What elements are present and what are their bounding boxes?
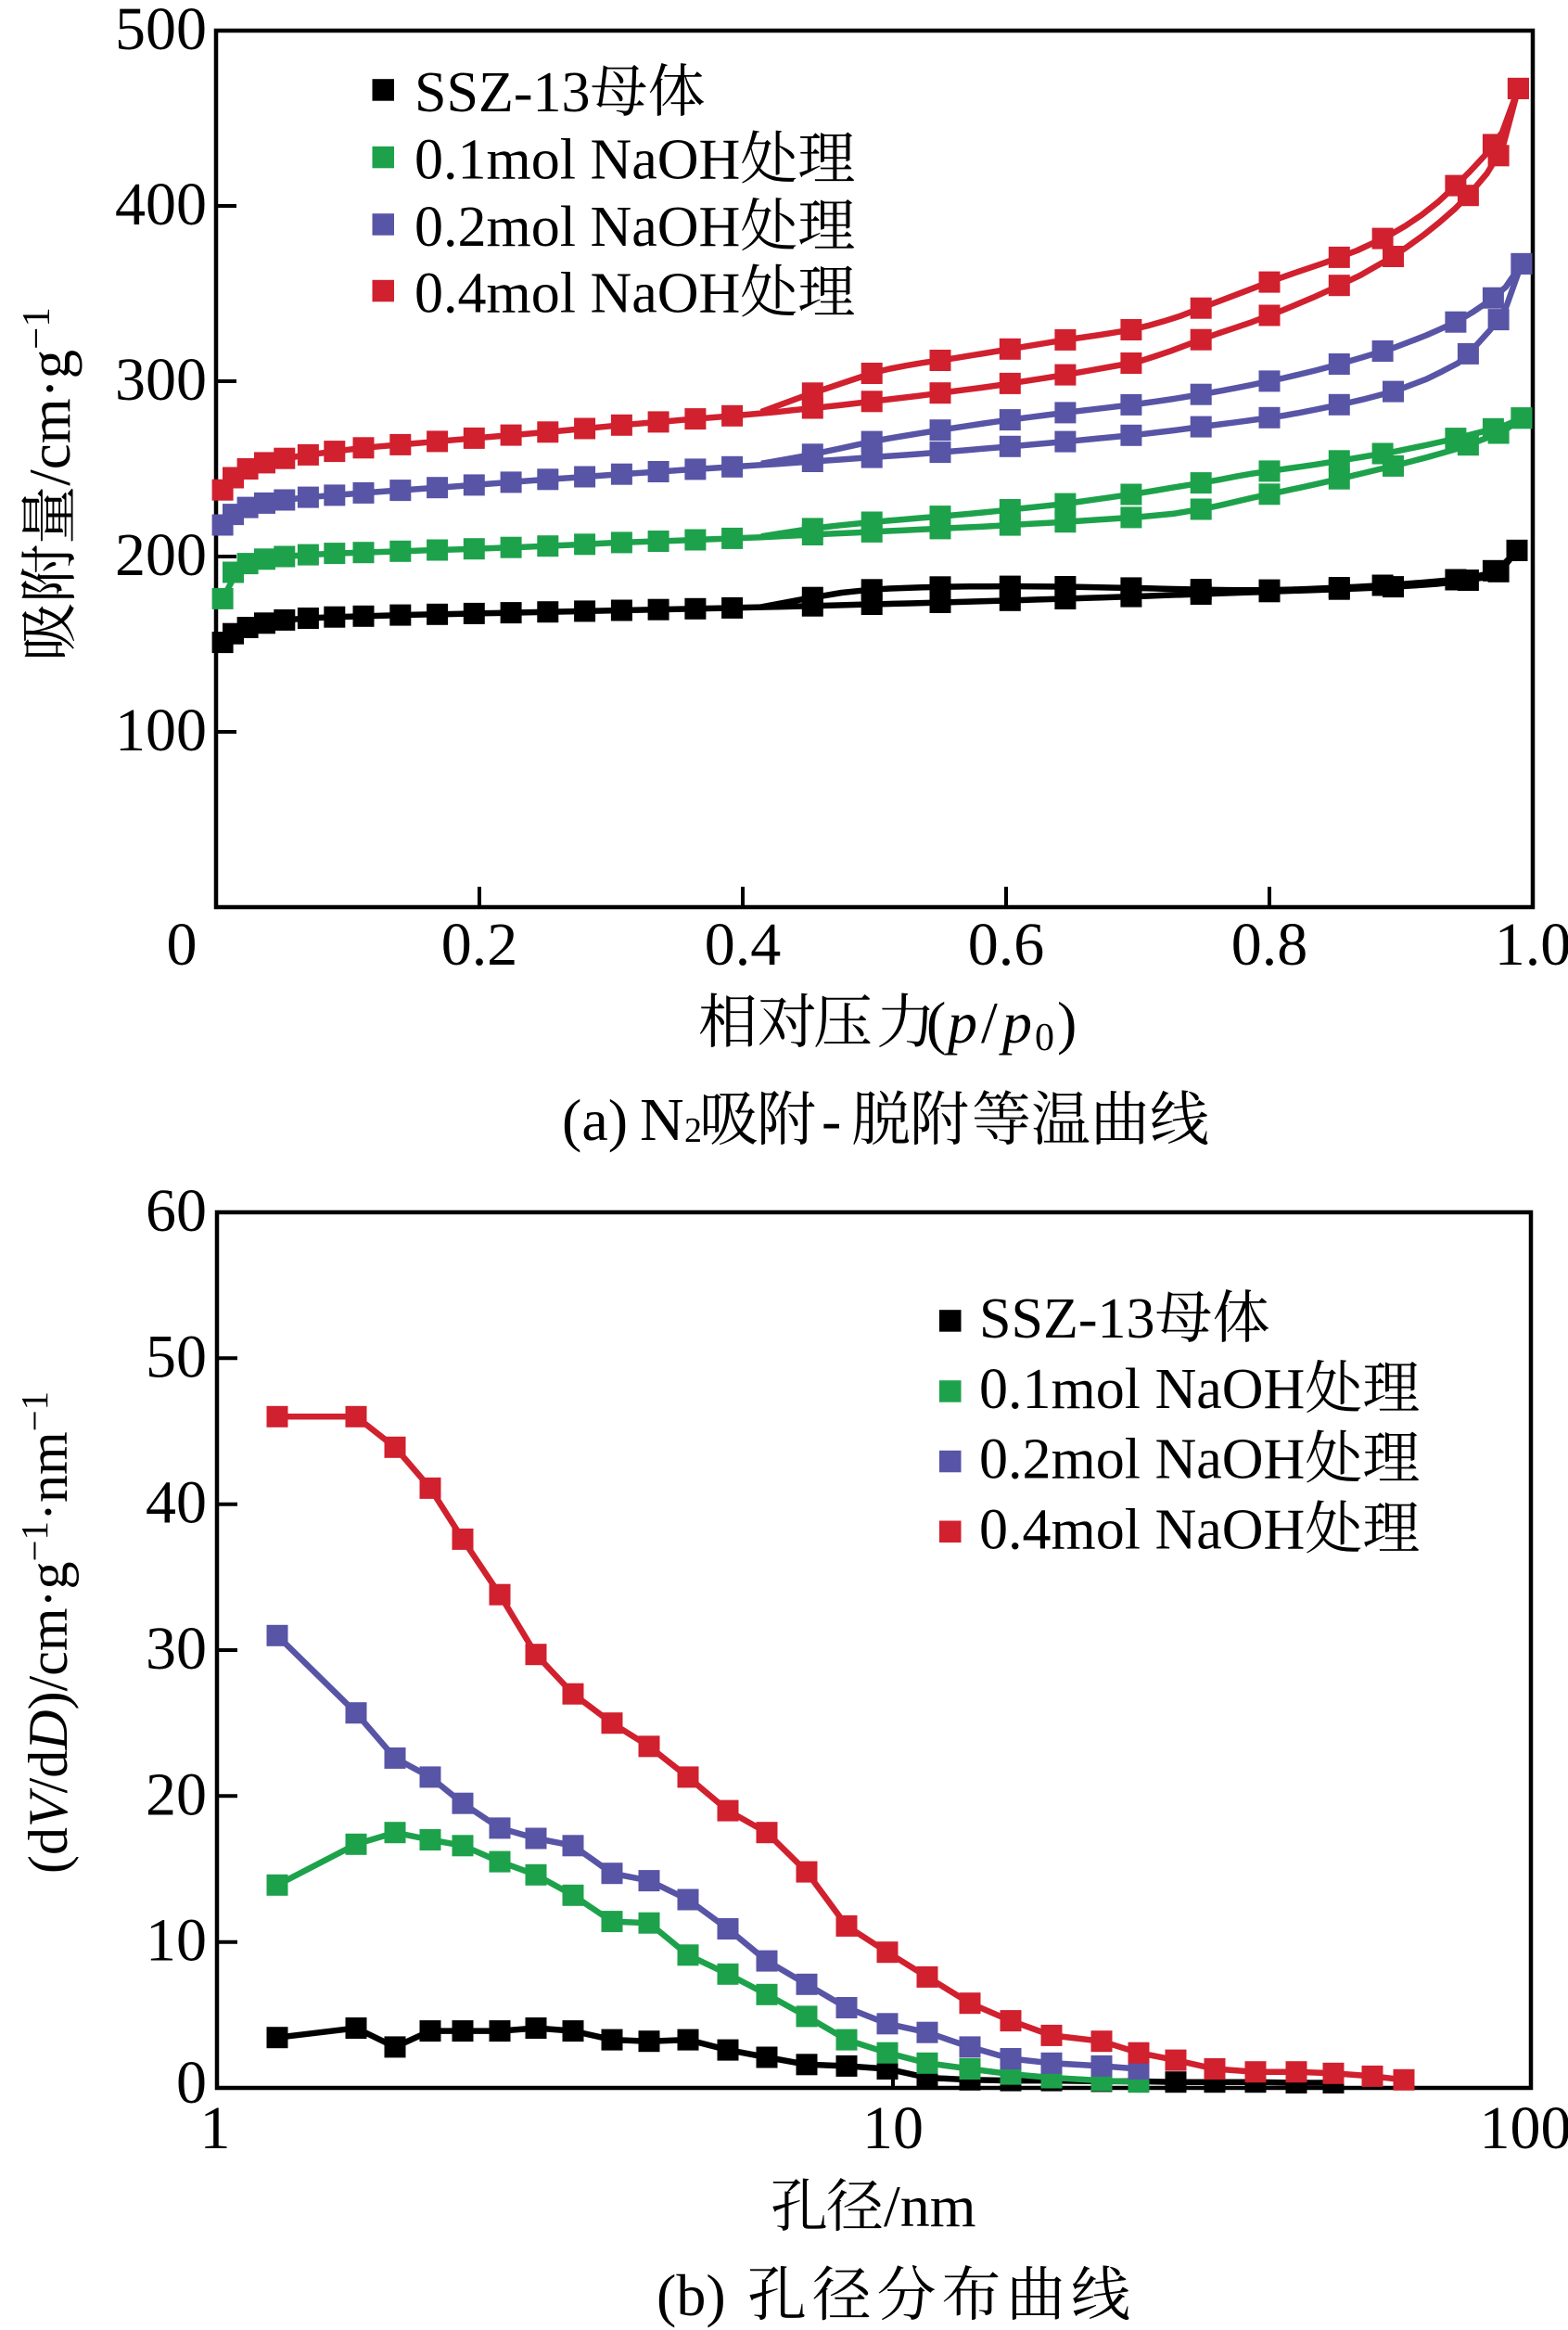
svg-text:-: - [822,1087,841,1153]
svg-text:0: 0 [176,2049,207,2117]
svg-text:100: 100 [115,697,207,764]
svg-text:(a): (a) [562,1087,628,1153]
svg-text:N: N [640,1086,684,1154]
svg-text:1: 1 [200,2094,231,2162]
svg-text:60: 60 [146,1177,207,1245]
svg-text:0.2mol NaOH: 0.2mol NaOH [979,1428,1305,1491]
svg-text:−1: −1 [14,1521,56,1561]
svg-text:p: p [944,990,977,1056]
svg-text:/: / [981,990,998,1056]
svg-text:SSZ-13: SSZ-13 [979,1287,1154,1351]
svg-text:10: 10 [862,2094,924,2162]
svg-text:0.2: 0.2 [441,911,518,979]
svg-text:400: 400 [115,171,207,238]
svg-text:0: 0 [167,911,198,979]
svg-text:2: 2 [684,1111,702,1150]
svg-text:0: 0 [1035,1017,1054,1059]
svg-text:300: 300 [115,346,207,414]
svg-text:500: 500 [115,0,207,63]
svg-text:30: 30 [146,1615,207,1683]
svg-text:0.1mol NaOH: 0.1mol NaOH [414,129,740,192]
svg-text:·nm: ·nm [18,1431,79,1521]
svg-text:−1: −1 [15,307,58,350]
svg-text:D: D [18,1709,79,1750]
svg-text:/d: /d [18,1750,79,1794]
svg-text:20: 20 [146,1760,207,1828]
svg-text:0.4: 0.4 [705,911,782,979]
svg-text:/nm: /nm [884,2173,976,2239]
svg-text:)/cm·g: )/cm·g [18,1561,79,1709]
svg-text:0.8: 0.8 [1231,911,1308,979]
svg-text:0.4mol NaOH: 0.4mol NaOH [979,1498,1305,1561]
svg-text:/cm·g: /cm·g [18,350,83,486]
svg-text:V: V [18,1787,79,1827]
svg-text:0.6: 0.6 [968,911,1045,979]
svg-text:40: 40 [146,1469,207,1537]
svg-text:10: 10 [146,1907,207,1975]
svg-text:0.1mol NaOH: 0.1mol NaOH [979,1358,1305,1421]
svg-text:0.4mol NaOH: 0.4mol NaOH [414,262,740,326]
svg-text:100: 100 [1480,2094,1568,2162]
svg-text:−1: −1 [14,1391,56,1431]
svg-text:(d: (d [18,1827,79,1874]
svg-text:(b): (b) [657,2262,726,2328]
svg-text:SSZ-13: SSZ-13 [414,61,590,124]
svg-text:1.0: 1.0 [1495,911,1568,979]
svg-text:0.2mol NaOH: 0.2mol NaOH [414,196,740,259]
svg-text:50: 50 [146,1323,207,1390]
svg-text:): ) [1057,990,1077,1056]
svg-text:200: 200 [115,521,207,589]
svg-text:(: ( [926,990,946,1056]
svg-text:p: p [999,990,1032,1056]
